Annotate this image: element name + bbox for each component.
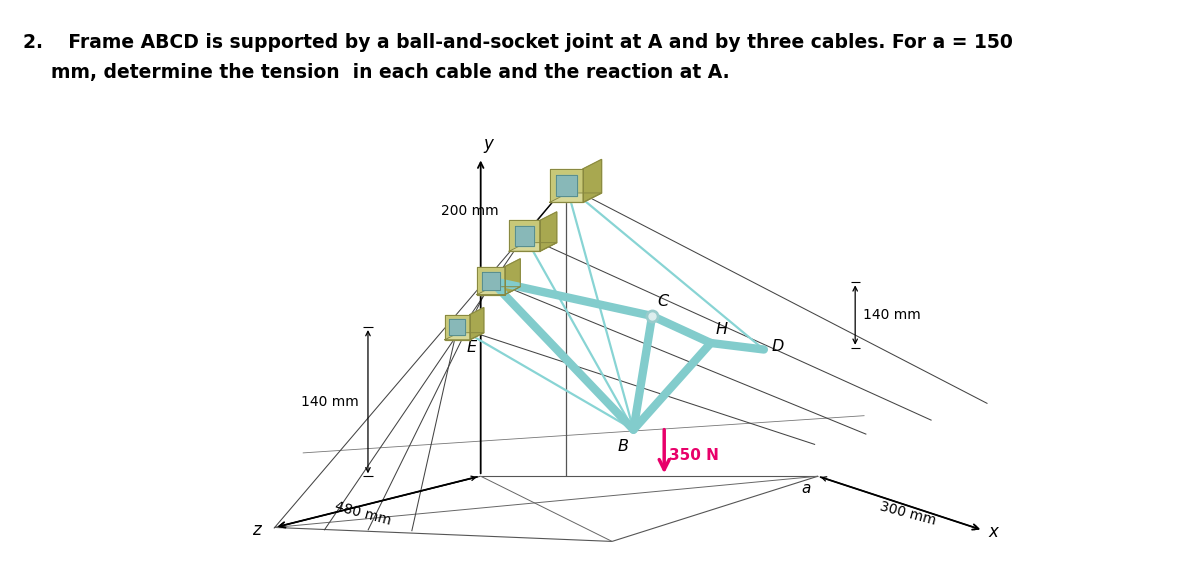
Text: mm, determine the tension  in each cable and the reaction at A.: mm, determine the tension in each cable … (52, 62, 730, 81)
Text: 200 mm: 200 mm (440, 204, 498, 218)
Text: y: y (484, 135, 493, 153)
Text: F: F (535, 226, 545, 241)
Text: 480 mm: 480 mm (334, 499, 394, 528)
Text: B: B (618, 439, 629, 454)
Polygon shape (476, 267, 505, 294)
Text: G: G (577, 174, 590, 189)
Text: 300 mm: 300 mm (878, 499, 938, 528)
Text: 140 mm: 140 mm (863, 308, 920, 322)
Text: H: H (715, 323, 727, 338)
Polygon shape (470, 308, 484, 340)
Polygon shape (509, 243, 557, 251)
Text: z: z (252, 521, 260, 539)
Text: E: E (467, 340, 476, 355)
Polygon shape (449, 319, 466, 335)
Polygon shape (540, 212, 557, 251)
Polygon shape (583, 159, 601, 203)
Polygon shape (509, 220, 540, 251)
Text: 350 N: 350 N (668, 448, 719, 463)
Text: C: C (658, 294, 668, 309)
Text: 2.  Frame ABCD is supported by a ball-and-socket joint at A and by three cables.: 2. Frame ABCD is supported by a ball-and… (23, 33, 1013, 52)
Polygon shape (550, 193, 601, 203)
Text: a: a (802, 481, 810, 496)
Polygon shape (445, 333, 484, 340)
Polygon shape (476, 287, 521, 294)
Text: x: x (989, 523, 998, 541)
Polygon shape (550, 169, 583, 203)
Text: A: A (500, 271, 511, 286)
Polygon shape (505, 258, 521, 294)
Text: 140 mm: 140 mm (301, 395, 359, 409)
Polygon shape (482, 272, 500, 290)
Text: D: D (772, 339, 784, 354)
Polygon shape (515, 226, 534, 246)
Polygon shape (445, 314, 470, 340)
Polygon shape (556, 175, 577, 196)
